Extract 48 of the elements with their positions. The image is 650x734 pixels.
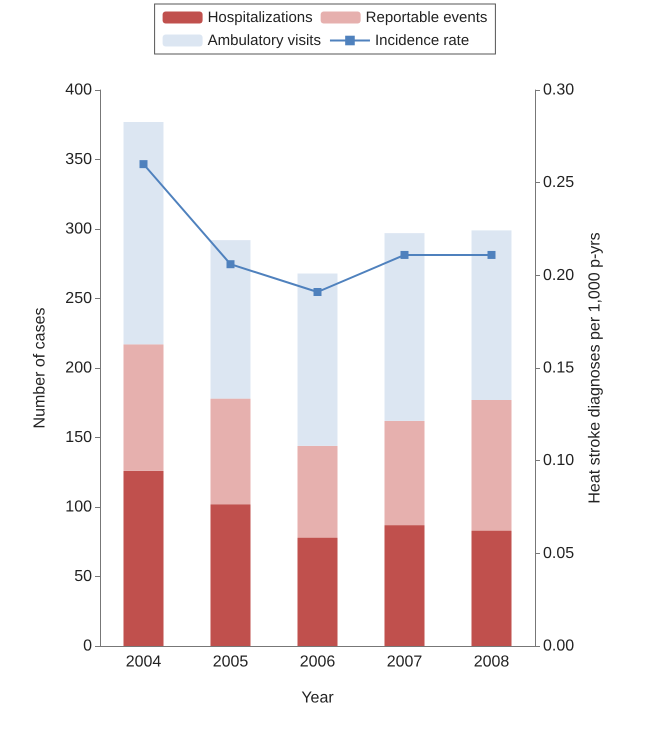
x-axis-title: Year <box>301 690 334 706</box>
y-tick-label: 350 <box>65 151 92 168</box>
legend-label: Ambulatory visits <box>208 32 321 49</box>
bar <box>210 398 251 504</box>
y-tick-label: 400 <box>65 82 92 98</box>
bar <box>297 446 338 538</box>
point <box>226 260 234 268</box>
point <box>140 160 148 168</box>
y2-axis-title: Heat stroke diagnoses per 1,000 p-yrs <box>586 232 604 504</box>
x-tick-label: 2006 <box>300 654 336 670</box>
legend-label: Hospitalizations <box>208 9 313 26</box>
x-tick-label: 2008 <box>474 654 510 670</box>
y2-tick-label: 0.10 <box>543 452 574 470</box>
bar <box>384 420 425 526</box>
legend-label: Incidence rate <box>374 32 470 49</box>
y-axis-title: Number of cases <box>32 308 48 428</box>
point <box>314 288 322 296</box>
y2-tick-label: 0.20 <box>543 266 574 284</box>
y-tick-label: 100 <box>65 498 92 516</box>
bar <box>297 273 338 446</box>
legend-label: Reportable events <box>366 9 488 26</box>
y-tick-label: 150 <box>65 429 92 446</box>
bar <box>123 470 164 646</box>
x-tick-label: 2004 <box>126 654 162 670</box>
x-tick-label: 2007 <box>386 654 422 670</box>
y2-tick-label: 0.05 <box>543 544 574 562</box>
bar <box>123 122 164 344</box>
y-tick-label: 300 <box>65 220 92 238</box>
y-tick-label: 0 <box>83 638 92 654</box>
bar <box>210 240 251 399</box>
bar <box>297 538 338 646</box>
y2-tick-label: 0.15 <box>543 360 574 376</box>
bar <box>384 233 425 421</box>
bar <box>384 525 425 646</box>
y2-tick-label: 0.00 <box>543 638 574 654</box>
bar <box>471 530 512 646</box>
x-tick-label: 2005 <box>212 654 248 670</box>
point <box>400 250 408 259</box>
y-tick-label: 200 <box>65 360 92 376</box>
bar <box>471 230 512 400</box>
bar <box>471 400 512 531</box>
point <box>488 250 496 259</box>
y2-tick-label: 0.25 <box>543 174 574 192</box>
bar <box>123 344 164 471</box>
y2-tick-label: 0.30 <box>543 82 574 98</box>
bar <box>210 504 251 646</box>
y-tick-label: 50 <box>74 568 92 585</box>
y-tick-label: 250 <box>65 290 92 307</box>
